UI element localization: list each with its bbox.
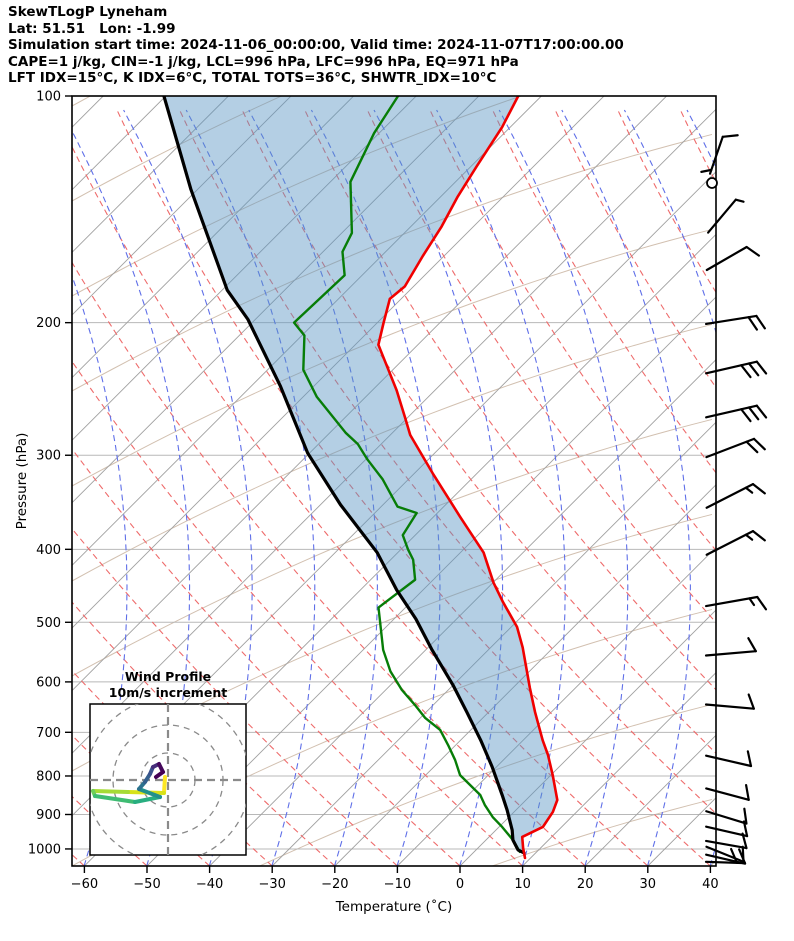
y-tick-label: 600 [36,675,61,690]
cape-cin-line: CAPE=1 j/kg, CIN=-1 j/kg, LCL=996 hPa, L… [8,53,519,70]
moist-adiabat-lines [72,109,716,866]
y-tick-label: 900 [36,808,61,823]
hodograph-trace-segment [154,770,165,779]
dewpoint-curve [292,96,522,854]
hodograph-subtitle: 10m/s increment [109,685,227,700]
x-tick-label: 30 [640,877,657,892]
wind-barb [705,750,753,768]
temperature-curve [377,96,559,860]
x-tick-label: −50 [133,877,160,892]
y-tick-label: 100 [36,90,61,105]
cape-shade [163,96,558,858]
wind-barbs [700,134,768,865]
lat-lon-line: Lat: 51.51 Lon: -1.99 [8,20,176,37]
x-axis-label: Temperature (˚C) [335,898,453,915]
x-tick-label: −60 [71,877,98,892]
x-tick-label: −20 [321,877,348,892]
x-axis: −60 −50 −40 −30 −20 −10 0 10 20 30 40 [71,866,719,892]
chart-header: SkewTLogP Lyneham Lat: 51.51 Lon: -1.99 … [8,4,624,87]
wind-barb [705,404,768,423]
wind-barb [705,807,748,825]
axes-box [71,95,717,867]
x-tick-label: −10 [384,877,411,892]
wind-barb [707,198,745,234]
y-tick-label: 200 [36,316,61,331]
wind-barb [705,437,766,459]
wind-barb [705,360,768,379]
hodograph-trace-segment [133,795,162,804]
wind-barb [704,832,748,850]
y-tick-label: 500 [36,616,61,631]
sim-time-line: Simulation start time: 2024-11-06_00:00:… [8,37,624,54]
wind-barb [705,530,766,556]
wind-barb [704,847,747,865]
indices-line: LFT IDX=15°C, K IDX=6°C, TOTAL TOTS=36°C… [8,70,497,87]
wind-barb [700,134,739,175]
x-tick-label: 40 [702,877,719,892]
calm-wind-circle [706,177,718,189]
x-tick-label: −40 [196,877,223,892]
x-tick-label: −30 [258,877,285,892]
hodograph-trace-segment [162,775,167,795]
wind-barb [705,245,761,272]
y-tick-label: 300 [36,449,61,464]
wind-barb [705,820,749,838]
wind-barb [704,314,766,331]
y-tick-label: 400 [36,543,61,558]
y-tick-label: 700 [36,726,61,741]
hodograph-title: Wind Profile [125,669,211,684]
wind-barb [704,595,768,611]
hodograph-trace-segment [91,789,130,794]
wind-barb [704,637,757,657]
x-tick-label: 10 [514,877,531,892]
wind-barb [705,783,750,801]
y-tick-label: 1000 [28,842,61,857]
y-axis-label: Pressure (hPa) [14,433,30,530]
hodograph-trace-segment [137,787,162,799]
wind-barb [705,483,766,509]
x-tick-label: 20 [577,877,594,892]
wind-barb [704,693,755,710]
x-tick-label: 0 [456,877,464,892]
y-axis: 100 200 300 400 500 600 700 800 900 1000 [28,90,72,857]
chart-title: SkewTLogP Lyneham [8,4,168,20]
hodograph-trace-segment [93,794,137,804]
parcel-curve [162,96,526,855]
y-tick-label: 800 [36,769,61,784]
